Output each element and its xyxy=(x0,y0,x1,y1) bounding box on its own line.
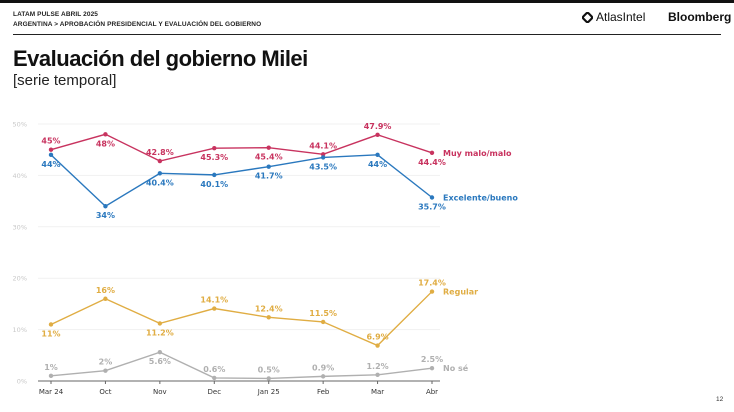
series-label: No sé xyxy=(443,363,469,373)
data-label: 44% xyxy=(41,160,60,169)
data-point xyxy=(429,150,435,155)
data-point xyxy=(266,315,271,320)
x-tick-label: Mar xyxy=(371,388,384,396)
top-border xyxy=(0,0,734,3)
data-point xyxy=(429,289,435,294)
series-label: Regular xyxy=(443,288,478,297)
data-label: 0.6% xyxy=(203,365,225,374)
atlas-logo-text: AtlasIntel xyxy=(596,10,646,24)
page-subtitle: [serie temporal] xyxy=(13,72,117,89)
data-label: 14.1% xyxy=(200,296,228,305)
data-label: 44% xyxy=(368,160,387,169)
data-label: 45% xyxy=(41,137,60,146)
data-label: 40.4% xyxy=(146,178,174,187)
data-point xyxy=(320,155,326,160)
data-label: 45.3% xyxy=(200,153,228,162)
x-tick-label: Abr xyxy=(426,388,438,396)
data-point xyxy=(103,296,108,301)
x-tick-label: Dec xyxy=(208,388,222,396)
report-name: LATAM PULSE ABRIL 2025 xyxy=(13,11,99,18)
series-label: Excelente/bueno xyxy=(443,194,518,203)
data-point xyxy=(48,322,54,327)
data-point xyxy=(266,145,271,150)
data-label: 47.9% xyxy=(364,122,392,131)
data-point xyxy=(375,152,380,158)
atlasintel-logo: AtlasIntel xyxy=(581,10,646,24)
y-tick-label: 20% xyxy=(13,275,27,283)
data-label: 45.4% xyxy=(255,153,283,162)
page-title: Evaluación del gobierno Milei xyxy=(13,46,308,71)
data-label: 0.5% xyxy=(258,365,280,374)
data-point xyxy=(212,375,217,381)
data-label: 6.9% xyxy=(366,333,388,342)
data-label: 1% xyxy=(44,363,58,372)
data-point xyxy=(48,147,54,152)
data-point xyxy=(429,365,435,371)
data-point xyxy=(48,152,54,158)
data-label: 44.4% xyxy=(418,158,446,167)
series-line-muy-malo-malo xyxy=(50,133,433,162)
data-label: 12.4% xyxy=(255,304,283,313)
data-label: 41.7% xyxy=(255,172,283,181)
data-point xyxy=(103,368,108,373)
data-point xyxy=(375,132,380,137)
data-label: 48% xyxy=(96,139,115,148)
data-point xyxy=(212,306,217,311)
series-line-regular xyxy=(50,291,433,347)
x-tick-label: Oct xyxy=(99,388,111,396)
data-label: 11% xyxy=(41,329,60,338)
data-label: 2% xyxy=(99,358,113,367)
y-tick-label: 40% xyxy=(13,172,27,180)
data-label: 34% xyxy=(96,211,115,220)
page-number: 12 xyxy=(716,396,724,403)
series-line-excelente-bueno xyxy=(50,154,433,208)
data-label: 43.5% xyxy=(309,162,337,171)
y-tick-label: 10% xyxy=(13,326,27,334)
data-label: 35.7% xyxy=(418,203,446,212)
data-label: 2.5% xyxy=(421,355,443,364)
atlas-diamond-icon xyxy=(581,11,594,23)
data-point xyxy=(212,145,217,151)
data-point xyxy=(212,172,217,178)
data-label: 42.8% xyxy=(146,148,174,157)
data-point xyxy=(266,164,271,169)
y-tick-label: 0% xyxy=(17,378,27,386)
x-tick-label: Nov xyxy=(153,388,167,396)
data-point xyxy=(157,158,163,164)
series-label: Muy malo/malo xyxy=(443,149,512,158)
data-point xyxy=(375,372,380,378)
data-point xyxy=(320,374,326,379)
data-label: 1.2% xyxy=(366,362,388,371)
data-point xyxy=(320,319,326,325)
data-label: 44.1% xyxy=(309,141,337,150)
data-point xyxy=(157,171,163,176)
y-tick-label: 50% xyxy=(13,121,27,129)
data-label: 0.9% xyxy=(312,363,334,372)
y-tick-label: 30% xyxy=(13,223,27,231)
data-label: 11.5% xyxy=(309,309,337,318)
data-label: 17.4% xyxy=(418,279,446,288)
data-label: 5.6% xyxy=(149,357,171,366)
breadcrumb: ARGENTINA > APROBACIÓN PRESIDENCIAL Y EV… xyxy=(13,21,262,28)
data-point xyxy=(266,376,271,381)
data-label: 16% xyxy=(96,286,115,295)
data-point xyxy=(375,343,380,348)
data-point xyxy=(48,373,54,379)
data-point xyxy=(429,195,435,200)
data-label: 11.2% xyxy=(146,328,174,337)
x-tick-label: Feb xyxy=(317,388,330,396)
series-line-no-s- xyxy=(50,351,433,380)
data-point xyxy=(157,321,163,326)
data-point xyxy=(103,132,108,137)
x-tick-label: Jan 25 xyxy=(257,388,280,396)
data-point xyxy=(157,350,163,355)
data-label: 40.1% xyxy=(200,180,228,189)
bloomberg-logo: Bloomberg xyxy=(668,10,732,24)
x-tick-label: Mar 24 xyxy=(39,388,64,396)
header-divider xyxy=(13,34,721,35)
data-point xyxy=(320,152,326,157)
data-point xyxy=(103,204,108,209)
